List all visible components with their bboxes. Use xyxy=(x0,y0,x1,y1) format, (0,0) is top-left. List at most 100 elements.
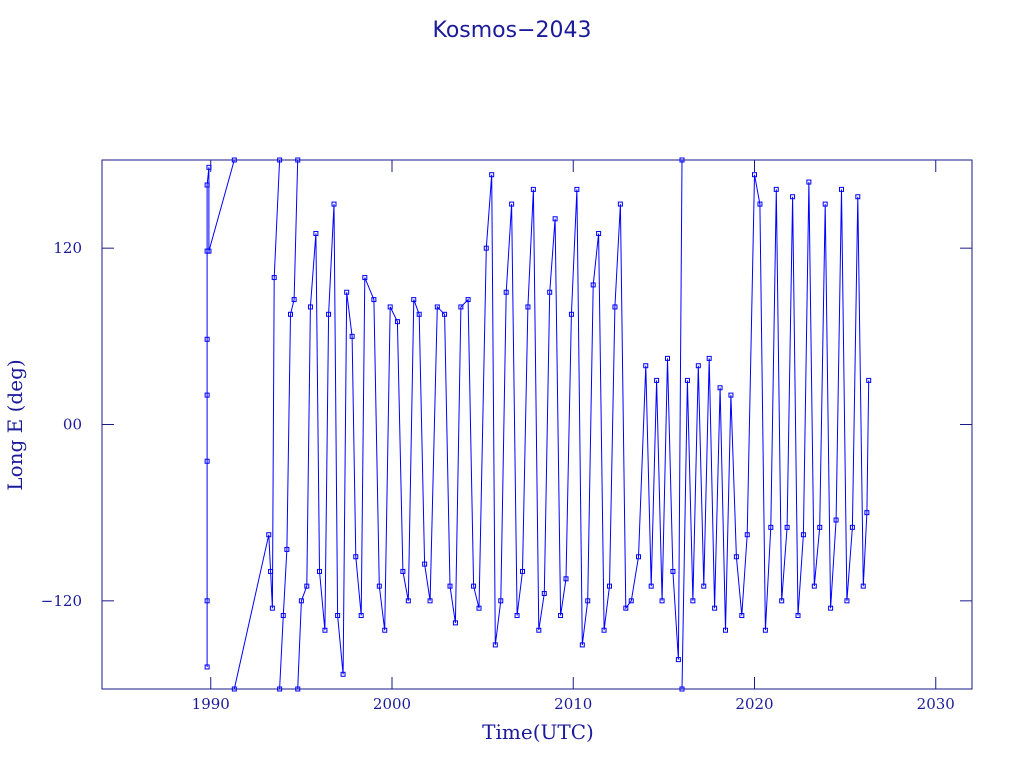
data-point xyxy=(690,598,696,604)
data-point xyxy=(628,598,634,604)
data-point xyxy=(266,532,272,538)
data-point xyxy=(295,686,301,692)
data-point xyxy=(784,524,790,530)
data-point xyxy=(204,182,210,188)
data-point xyxy=(353,554,359,560)
y-axis-label: Long E (deg) xyxy=(3,359,27,490)
data-point xyxy=(358,613,364,619)
data-point xyxy=(295,157,301,163)
data-point xyxy=(344,289,350,295)
y-tick-label: 120 xyxy=(53,239,82,257)
data-point xyxy=(849,524,855,530)
data-point xyxy=(817,524,823,530)
data-point xyxy=(204,598,210,604)
plot-frame xyxy=(101,159,973,690)
data-point xyxy=(574,186,580,192)
x-tick-label: 2010 xyxy=(554,695,592,713)
data-point xyxy=(617,201,623,207)
data-point xyxy=(291,297,297,303)
x-tick-label: 2000 xyxy=(373,695,411,713)
data-point xyxy=(844,598,850,604)
data-point xyxy=(579,642,585,648)
data-point xyxy=(541,590,547,596)
data-point xyxy=(811,583,817,589)
data-point xyxy=(866,377,872,383)
data-point xyxy=(601,627,607,633)
data-point xyxy=(790,194,796,200)
data-point xyxy=(833,517,839,523)
data-point xyxy=(434,304,440,310)
data-point xyxy=(452,620,458,626)
data-point xyxy=(509,201,515,207)
data-point xyxy=(465,297,471,303)
data-point xyxy=(530,186,536,192)
data-point xyxy=(307,304,313,310)
data-point xyxy=(695,363,701,369)
data-point xyxy=(400,568,406,574)
data-point xyxy=(349,333,355,339)
data-point xyxy=(773,186,779,192)
data-point xyxy=(525,304,531,310)
data-point xyxy=(654,377,660,383)
data-point xyxy=(855,194,861,200)
data-point xyxy=(607,583,612,589)
data-point xyxy=(670,568,676,574)
data-point xyxy=(701,583,707,589)
data-point xyxy=(779,598,785,604)
data-point xyxy=(405,598,411,604)
data-point xyxy=(585,598,591,604)
data-point xyxy=(284,546,290,552)
data-point xyxy=(371,297,377,303)
data-point xyxy=(636,554,641,560)
data-point xyxy=(643,363,649,369)
data-point xyxy=(204,392,210,398)
data-point xyxy=(739,613,745,619)
data-point xyxy=(822,201,828,207)
data-point xyxy=(768,524,774,530)
data-point xyxy=(331,201,337,207)
data-point xyxy=(277,686,283,692)
data-point xyxy=(744,532,750,538)
data-point xyxy=(483,245,489,251)
data-point xyxy=(277,157,283,163)
x-tick-label: 2030 xyxy=(917,695,955,713)
data-point xyxy=(520,568,525,574)
data-point xyxy=(206,248,212,254)
y-tick-label: 00 xyxy=(63,416,82,434)
data-point xyxy=(471,583,477,589)
data-point xyxy=(204,336,210,342)
data-point xyxy=(795,613,801,619)
data-point xyxy=(706,355,712,361)
data-point xyxy=(659,598,665,604)
data-point xyxy=(206,164,212,170)
data-point xyxy=(382,627,388,633)
data-point xyxy=(271,275,277,281)
data-point xyxy=(340,671,346,677)
data-point xyxy=(458,304,464,310)
data-point xyxy=(447,583,453,589)
x-axis-label: Time(UTC) xyxy=(482,720,594,744)
data-point xyxy=(806,179,812,185)
data-point xyxy=(860,583,866,589)
x-tick-label: 1990 xyxy=(192,695,230,713)
data-point xyxy=(596,230,602,236)
data-point xyxy=(665,355,670,361)
data-point xyxy=(204,664,210,670)
data-point xyxy=(427,598,433,604)
x-tick-label: 2020 xyxy=(735,695,773,713)
y-tick-label: −120 xyxy=(41,592,82,610)
data-point xyxy=(204,458,210,464)
data-point xyxy=(268,568,274,574)
data-point xyxy=(733,554,739,560)
data-point xyxy=(335,613,341,619)
data-point xyxy=(376,583,382,589)
data-point xyxy=(723,627,728,633)
data-point xyxy=(362,275,368,281)
data-point xyxy=(317,568,322,574)
data-point xyxy=(411,297,417,303)
data-point xyxy=(712,605,718,611)
data-point xyxy=(590,282,596,288)
data-point xyxy=(231,686,237,692)
data-point xyxy=(298,598,304,604)
